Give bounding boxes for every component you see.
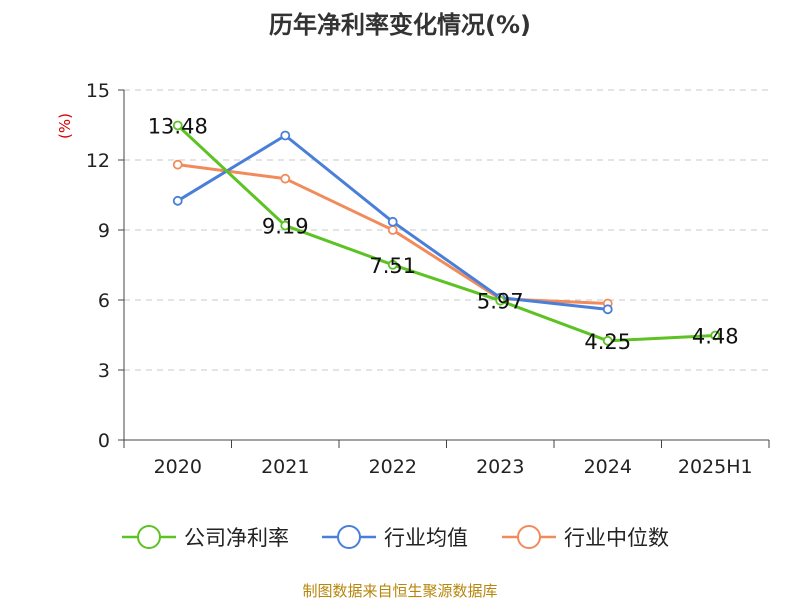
data-label-2021: 9.19 [262, 215, 309, 239]
axes: 0 3 6 9 12 15 2020 2021 2022 2023 2024 2025H1 [86, 80, 770, 478]
series-0-point-2024 [602, 335, 613, 346]
y-tick-label: 6 [98, 290, 110, 312]
x-tick-label-2022: 2022 [369, 456, 417, 478]
data-label-2022: 7.51 [369, 254, 416, 278]
y-tick-label: 15 [86, 80, 110, 102]
y-tick-label: 3 [98, 360, 110, 382]
x-tick-label-2023: 2023 [476, 456, 524, 478]
legend-label: 行业均值 [384, 526, 468, 550]
legend-item-0[interactable]: 公司净利率 [122, 525, 289, 550]
x-tick-label-2020: 2020 [154, 456, 202, 478]
legend-item-2[interactable]: 行业中位数 [502, 525, 669, 550]
legend-swatch-marker [337, 525, 361, 549]
legend-item-1[interactable]: 行业均值 [322, 525, 468, 550]
source-note: 制图数据来自恒生聚源数据库 [302, 582, 497, 600]
data-label-2025H1: 4.48 [692, 324, 739, 348]
legend-label: 行业中位数 [564, 526, 669, 550]
series-lines [172, 120, 721, 346]
series-2-point-2022 [387, 225, 398, 235]
series-2-point-2021 [280, 173, 291, 184]
series-0-point-2025H1 [710, 330, 721, 341]
series-1-point-2022 [387, 216, 398, 227]
gridlines [124, 89, 769, 371]
x-tick-label-2025H1: 2025H1 [678, 456, 753, 478]
x-tick-label-2021: 2021 [261, 456, 309, 478]
data-label-2024: 4.25 [584, 330, 631, 354]
y-tick-label: 0 [98, 430, 110, 452]
data-label-2020: 13.48 [148, 114, 208, 138]
series-2-point-2020 [172, 159, 183, 170]
series-0-point-2023 [495, 295, 506, 306]
x-tick-label-2024: 2024 [584, 456, 632, 478]
chart-title: 历年净利率变化情况(%) [269, 11, 531, 39]
legend-label: 公司净利率 [184, 526, 289, 550]
legend-swatch-marker [517, 525, 541, 549]
series-0-point-2022 [387, 259, 398, 270]
series-0-point-2020 [172, 120, 183, 131]
series-1-point-2020 [172, 195, 183, 206]
series-1-point-2021 [280, 130, 291, 141]
y-axis-label: (%) [56, 113, 74, 139]
data-label-2023: 5.97 [477, 290, 524, 314]
series-line-0 [176, 124, 716, 343]
data-labels: 13.48 9.19 7.51 5.97 4.25 4.48 [148, 114, 739, 353]
y-tick-label: 9 [98, 220, 110, 242]
y-tick-label: 12 [86, 150, 110, 172]
legend-swatch-marker [137, 525, 161, 549]
series-0-point-2021 [280, 220, 291, 231]
legend: 公司净利率 行业均值 行业中位数 [122, 525, 669, 550]
series-1-point-2024 [602, 304, 613, 315]
